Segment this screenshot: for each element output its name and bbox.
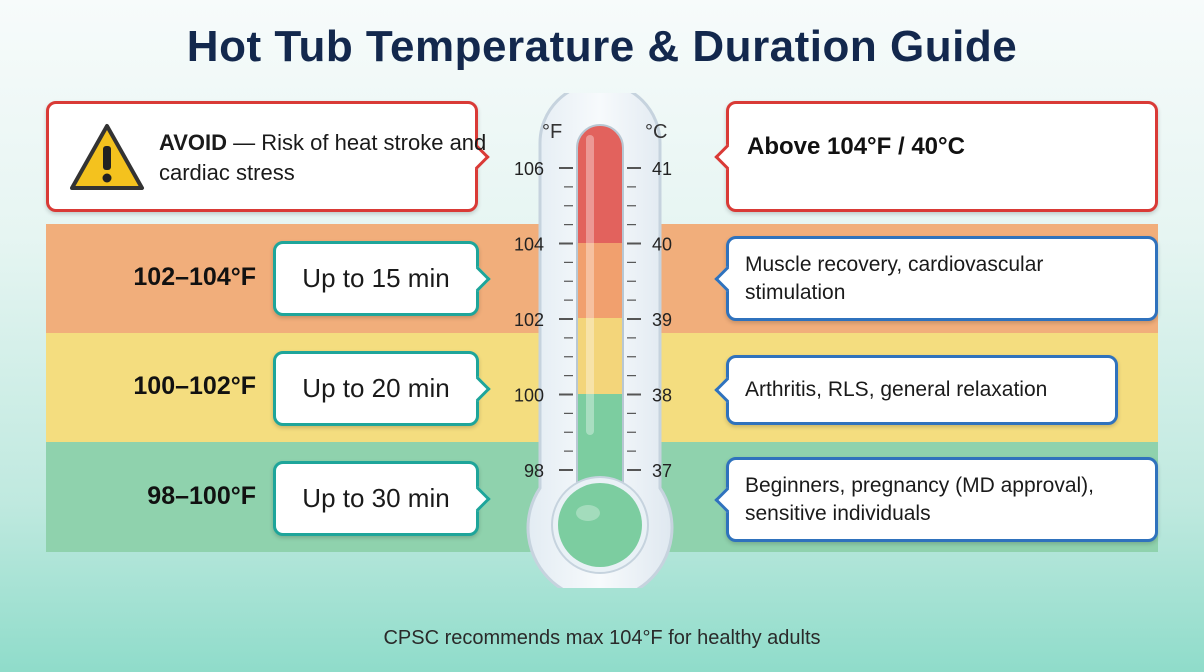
celsius-labels: 41 40 39 38 37: [652, 159, 672, 481]
zone-range-label: 102–104°F: [133, 263, 256, 291]
duration-text: Up to 20 min: [302, 373, 450, 403]
zone-range-label: 100–102°F: [133, 372, 256, 400]
benefit-text: Muscle recovery, cardiovascular stimulat…: [745, 253, 1044, 304]
callout-pointer: [714, 143, 740, 170]
above-limit-text: Above 104°F / 40°C: [747, 133, 965, 160]
warning-icon: [70, 124, 144, 190]
tube-highlight: [586, 135, 594, 435]
thermometer-ticks: [559, 167, 641, 471]
duration-text: Up to 15 min: [302, 263, 450, 293]
zone-range-label: 98–100°F: [147, 482, 256, 510]
duration-box: Up to 30 min: [273, 461, 491, 536]
fahrenheit-tick-label: 98: [524, 461, 544, 481]
duration-box: Up to 15 min: [273, 241, 491, 316]
zone-fill-yellow: [577, 318, 623, 394]
above-limit-callout: Above 104°F / 40°C: [714, 101, 1158, 212]
benefit-text: Arthritis, RLS, general relaxation: [745, 378, 1048, 402]
celsius-unit: °C: [645, 121, 667, 143]
fahrenheit-tick-label: 104: [514, 235, 544, 255]
benefit-text: Beginners, pregnancy (MD approval), sens…: [745, 474, 1095, 525]
fahrenheit-unit: °F: [542, 121, 562, 143]
duration-text: Up to 30 min: [302, 483, 450, 513]
avoid-callout: AVOID — Risk of heat stroke and cardiac …: [46, 101, 490, 212]
fahrenheit-tick-label: 100: [514, 386, 544, 406]
thermometer: °F °C 106 104 102 100 98 41 40 39 38 37: [514, 93, 674, 588]
zone-fill-orange: [577, 243, 623, 318]
celsius-tick-label: 37: [652, 461, 672, 481]
celsius-tick-label: 41: [652, 159, 672, 179]
fahrenheit-tick-label: 102: [514, 310, 544, 330]
thermometer-bulb: [558, 483, 642, 567]
avoid-reason: — Risk of heat stroke and cardiac stress: [159, 130, 487, 185]
celsius-tick-label: 39: [652, 310, 672, 330]
page-title: Hot Tub Temperature & Duration Guide: [186, 22, 1018, 71]
benefit-box: Arthritis, RLS, general relaxation: [714, 355, 1118, 425]
fahrenheit-tick-label: 106: [514, 159, 544, 179]
bulb-highlight: [576, 505, 600, 521]
fahrenheit-labels: 106 104 102 100 98: [514, 159, 544, 481]
avoid-label: AVOID: [159, 130, 228, 155]
zone-fill-red: [577, 125, 623, 243]
benefit-box: Beginners, pregnancy (MD approval), sens…: [714, 457, 1158, 542]
benefit-box: Muscle recovery, cardiovascular stimulat…: [714, 236, 1158, 321]
celsius-tick-label: 40: [652, 235, 672, 255]
avoid-description: AVOID — Risk of heat stroke and cardiac …: [159, 128, 489, 187]
celsius-tick-label: 38: [652, 386, 672, 406]
footer-note: CPSC recommends max 104°F for healthy ad…: [383, 627, 821, 649]
duration-box: Up to 20 min: [273, 351, 491, 426]
